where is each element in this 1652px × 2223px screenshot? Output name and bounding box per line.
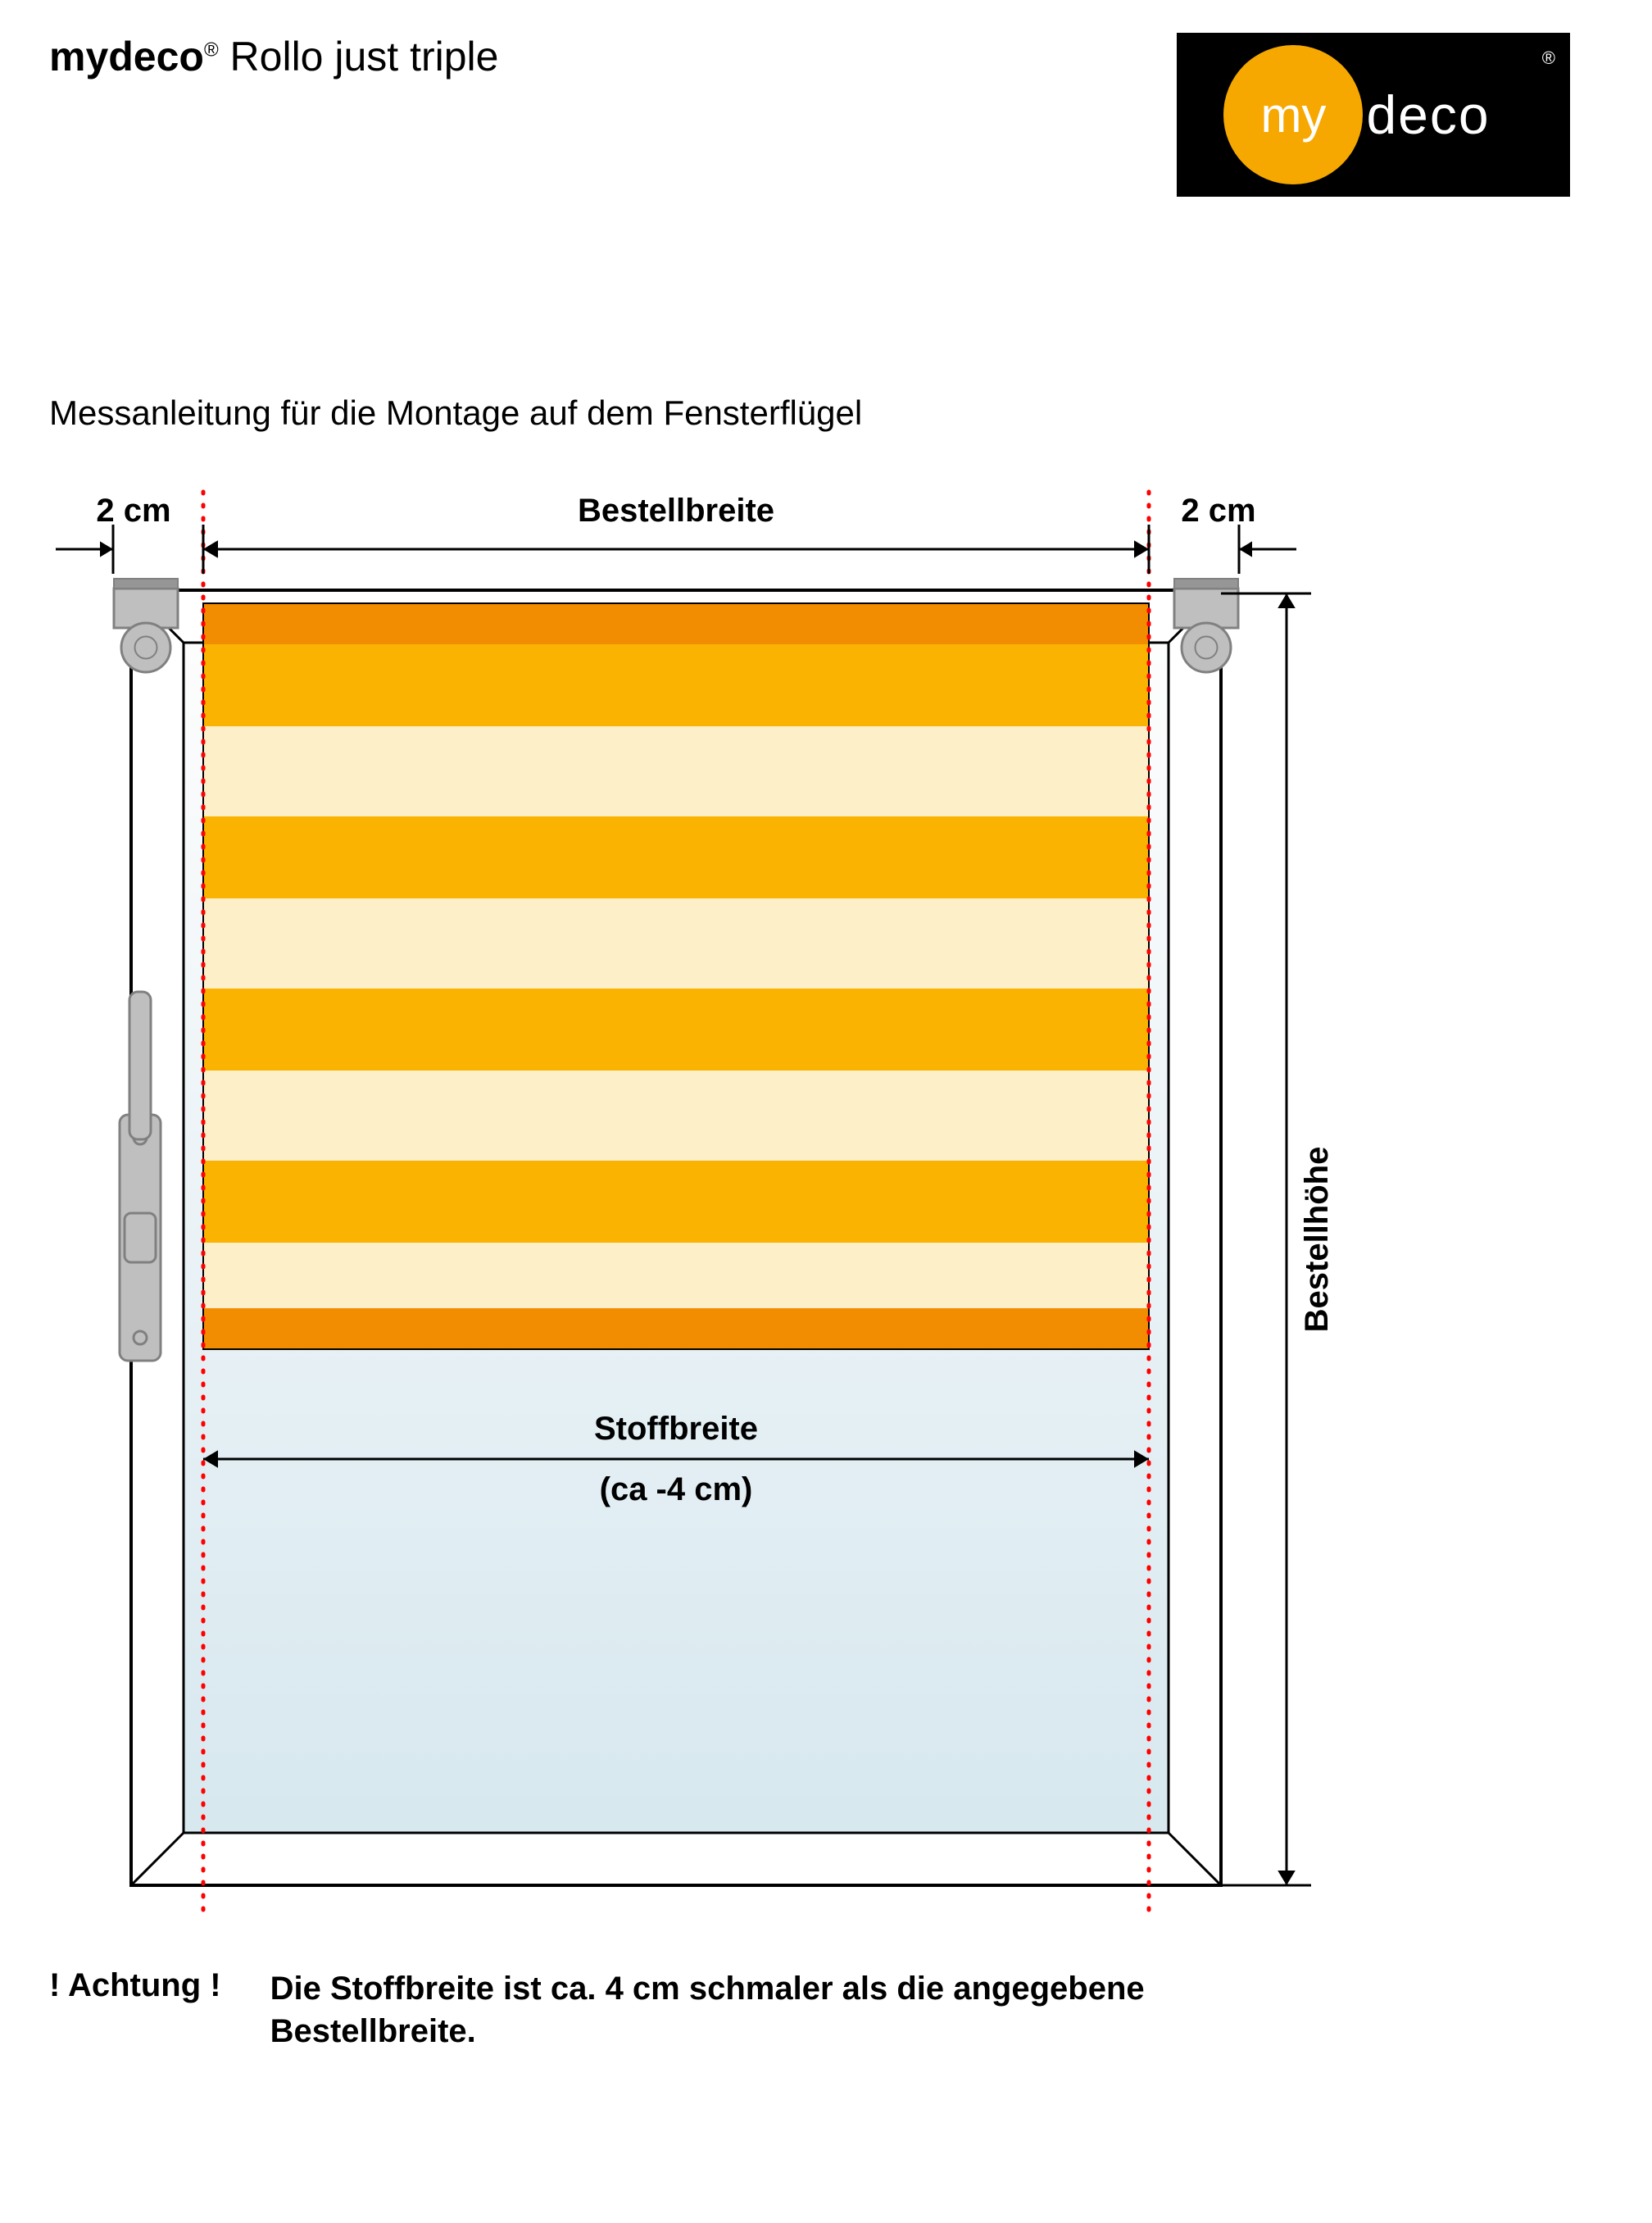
diagram-svg: Bestellbreite 2 cm 2 cm Bestellhöhe Stoffbre… — [49, 475, 1442, 1918]
logo: my deco ® — [1177, 33, 1570, 197]
svg-text:Stoffbreite: Stoffbreite — [594, 1411, 758, 1447]
svg-text:(ca -4 cm): (ca -4 cm) — [600, 1471, 753, 1507]
title-rest: Rollo just triple — [219, 34, 499, 80]
svg-text:Bestellbreite: Bestellbreite — [578, 493, 774, 529]
title-reg: ® — [204, 39, 219, 61]
logo-right-text: deco — [1366, 84, 1490, 146]
title-brand: mydeco — [49, 34, 204, 80]
subtitle: Messanleitung für die Montage auf dem Fe… — [49, 393, 862, 433]
footer-msg: Die Stoffbreite ist ca. 4 cm schmaler al… — [270, 1967, 1172, 2053]
svg-text:2 cm: 2 cm — [1181, 493, 1255, 529]
svg-text:Bestellhöhe: Bestellhöhe — [1299, 1147, 1335, 1333]
logo-left-text: my — [1260, 87, 1326, 143]
page-title: mydeco® Rollo just triple — [49, 33, 498, 80]
footer-warn: ! Achtung ! — [49, 1967, 221, 2004]
logo-circle: my — [1223, 45, 1363, 184]
footer: ! Achtung ! Die Stoffbreite ist ca. 4 cm… — [49, 1967, 1172, 2053]
diagram: Bestellbreite 2 cm 2 cm Bestellhöhe Stoffbre… — [49, 475, 1442, 1918]
logo-reg: ® — [1542, 48, 1555, 69]
svg-text:2 cm: 2 cm — [96, 493, 170, 529]
